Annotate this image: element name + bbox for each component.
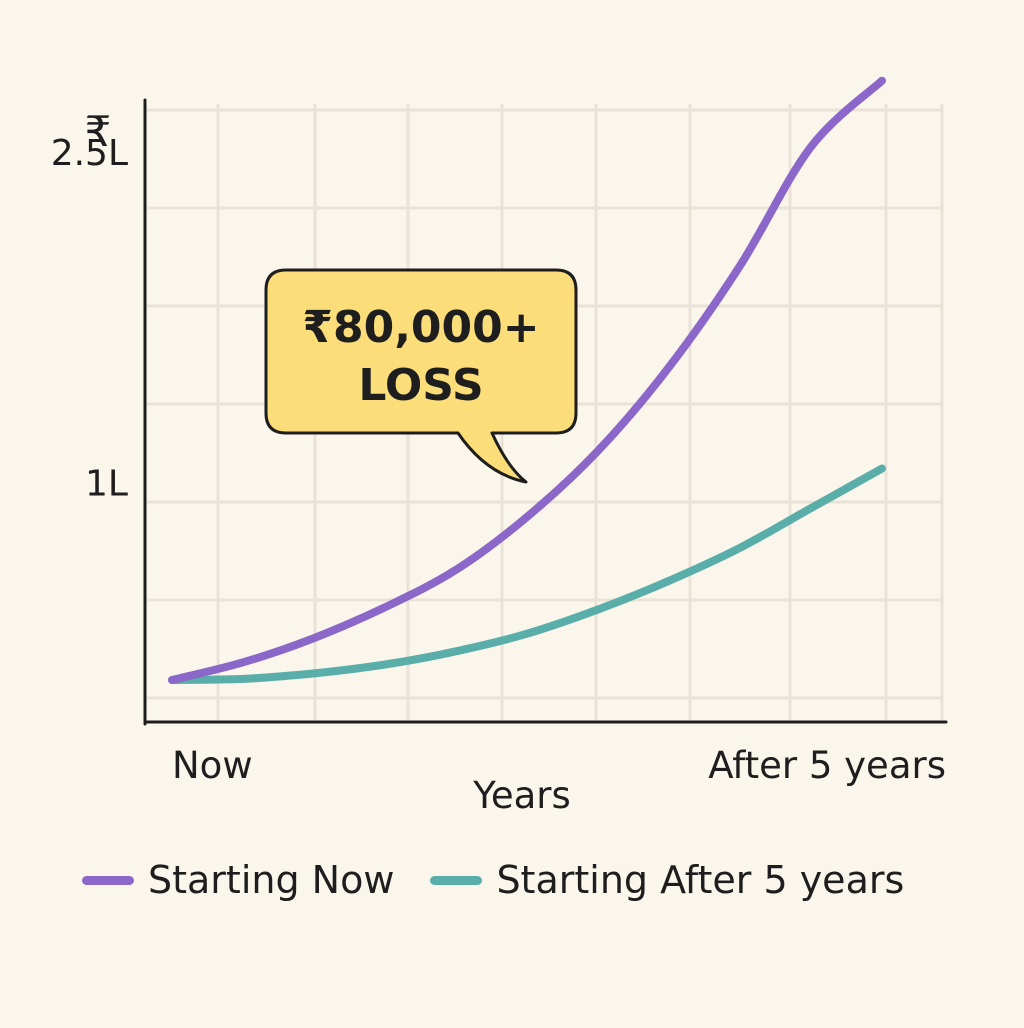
axes — [143, 98, 948, 726]
callout-bubble — [264, 268, 578, 484]
callout-line-amount: ₹80,000+ — [302, 302, 539, 353]
legend-item-starting-after-5-years: Starting After 5 years — [430, 858, 904, 902]
x-tick-labels: Now After 5 years — [172, 744, 946, 787]
series-line-starting-now — [168, 76, 886, 684]
series-line-starting-after-5-years — [168, 464, 886, 684]
legend-swatch-starting-after-5-years — [430, 875, 483, 885]
y-tick-label: 2.5L — [51, 133, 128, 174]
legend-swatch-starting-now — [82, 875, 134, 885]
loss-callout: ₹80,000+ LOSS — [264, 268, 578, 484]
legend: Starting Now Starting After 5 years — [82, 858, 940, 902]
x-axis-label: Years — [472, 774, 571, 817]
x-tick-label: After 5 years — [708, 744, 946, 787]
legend-item-starting-now: Starting Now — [82, 858, 394, 902]
y-tick-labels: 1L 2.5L — [51, 133, 128, 504]
series-lines — [168, 76, 886, 684]
callout-line-loss: LOSS — [358, 360, 483, 411]
legend-label-starting-now: Starting Now — [148, 858, 395, 902]
x-tick-label: Now — [172, 744, 253, 787]
y-axis-currency-symbol: ₹ — [85, 107, 112, 156]
legend-label-starting-after-5-years: Starting After 5 years — [496, 858, 905, 902]
y-tick-label: 1L — [85, 464, 128, 505]
